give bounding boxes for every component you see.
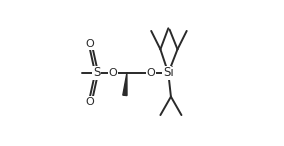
Text: O: O bbox=[85, 97, 94, 107]
Text: O: O bbox=[85, 39, 94, 49]
Text: Si: Si bbox=[163, 66, 174, 80]
Polygon shape bbox=[123, 73, 127, 95]
Text: O: O bbox=[147, 68, 156, 78]
Text: S: S bbox=[93, 66, 100, 80]
Text: O: O bbox=[109, 68, 118, 78]
